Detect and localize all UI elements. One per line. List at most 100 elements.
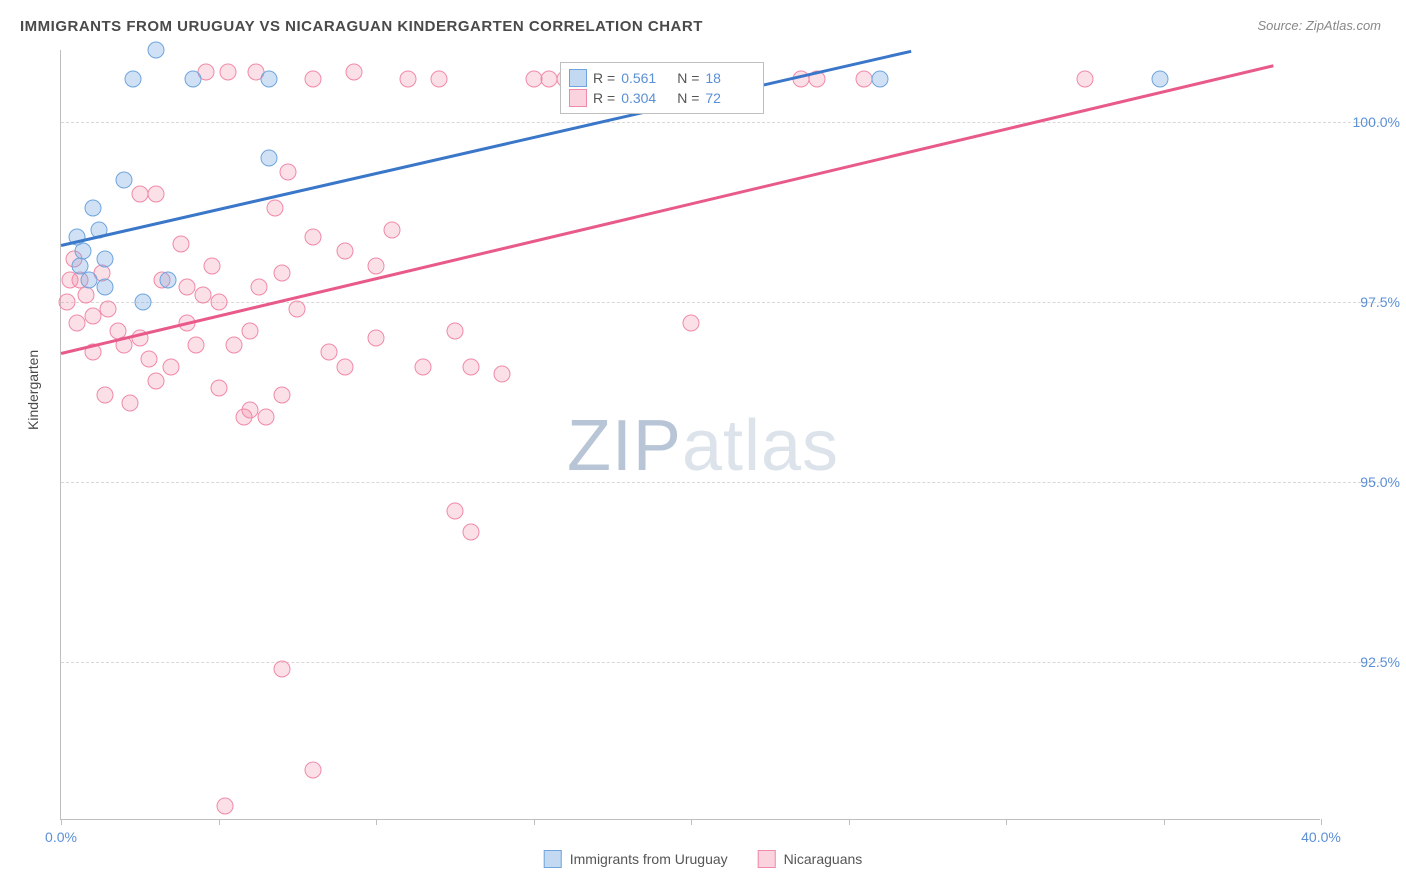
xtick [61,819,62,825]
scatter-point [336,358,353,375]
scatter-point [179,279,196,296]
scatter-point [134,293,151,310]
xtick [849,819,850,825]
scatter-point [446,322,463,339]
scatter-point [172,236,189,253]
ytick-label: 97.5% [1360,294,1400,310]
legend-item-uruguay: Immigrants from Uruguay [544,850,728,868]
scatter-point [462,358,479,375]
scatter-point [399,70,416,87]
xtick [534,819,535,825]
xtick [1164,819,1165,825]
scatter-point [1152,70,1169,87]
scatter-point [188,337,205,354]
scatter-point [257,409,274,426]
scatter-point [856,70,873,87]
scatter-point [1076,70,1093,87]
xtick [219,819,220,825]
scatter-point [415,358,432,375]
stats-row-uruguay: R = 0.561 N = 18 [569,69,755,87]
scatter-point [431,70,448,87]
scatter-point [683,315,700,332]
scatter-point [345,63,362,80]
scatter-point [251,279,268,296]
scatter-point [305,70,322,87]
scatter-point [216,797,233,814]
swatch-blue-icon [569,69,587,87]
r-label: R = [593,70,615,86]
source-label: Source: ZipAtlas.com [1257,18,1381,33]
scatter-point [84,200,101,217]
scatter-point [100,301,117,318]
y-axis-label: Kindergarten [25,350,41,430]
r-value-nicaraguans: 0.304 [621,90,671,106]
ytick-label: 100.0% [1353,114,1400,130]
scatter-point [273,387,290,404]
xtick [691,819,692,825]
scatter-point [289,301,306,318]
legend-item-nicaraguans: Nicaraguans [758,850,863,868]
chart-title: IMMIGRANTS FROM URUGUAY VS NICARAGUAN KI… [20,18,703,35]
gridline [61,482,1381,483]
scatter-point [273,265,290,282]
scatter-point [97,387,114,404]
xtick-label: 0.0% [45,829,77,845]
scatter-point [383,221,400,238]
scatter-point [368,329,385,346]
n-label: N = [677,90,699,106]
scatter-point [260,70,277,87]
scatter-point [320,344,337,361]
gridline [61,662,1381,663]
xtick [1006,819,1007,825]
scatter-point [141,351,158,368]
scatter-point [446,502,463,519]
scatter-point [226,337,243,354]
legend-label-nicaraguans: Nicaraguans [784,851,863,867]
swatch-pink-icon [569,89,587,107]
scatter-point [185,70,202,87]
r-label: R = [593,90,615,106]
scatter-point [494,365,511,382]
xtick-label: 40.0% [1301,829,1341,845]
scatter-point [267,200,284,217]
legend-label-uruguay: Immigrants from Uruguay [570,851,728,867]
scatter-point [525,70,542,87]
scatter-point [242,401,259,418]
scatter-point [368,257,385,274]
r-value-uruguay: 0.561 [621,70,671,86]
scatter-point [75,243,92,260]
n-label: N = [677,70,699,86]
scatter-point [163,358,180,375]
scatter-point [147,42,164,59]
scatter-point [68,315,85,332]
scatter-point [59,293,76,310]
scatter-point [279,164,296,181]
stats-row-nicaraguans: R = 0.304 N = 72 [569,89,755,107]
gridline [61,302,1381,303]
scatter-point [462,524,479,541]
gridline [61,122,1381,123]
stats-legend: R = 0.561 N = 18 R = 0.304 N = 72 [560,62,764,114]
scatter-point [122,394,139,411]
scatter-point [305,229,322,246]
scatter-point [97,250,114,267]
scatter-point [116,171,133,188]
xtick [1321,819,1322,825]
scatter-point [97,279,114,296]
scatter-point [219,63,236,80]
n-value-uruguay: 18 [705,70,755,86]
scatter-point [125,70,142,87]
scatter-point [160,272,177,289]
ytick-label: 92.5% [1360,654,1400,670]
scatter-point [131,185,148,202]
swatch-blue-icon [544,850,562,868]
xtick [376,819,377,825]
series-legend: Immigrants from Uruguay Nicaraguans [544,850,863,868]
scatter-point [147,373,164,390]
scatter-point [242,322,259,339]
scatter-point [273,660,290,677]
plot-area: 92.5%95.0%97.5%100.0%0.0%40.0% [60,50,1320,820]
scatter-point [305,761,322,778]
scatter-point [260,149,277,166]
scatter-point [194,286,211,303]
